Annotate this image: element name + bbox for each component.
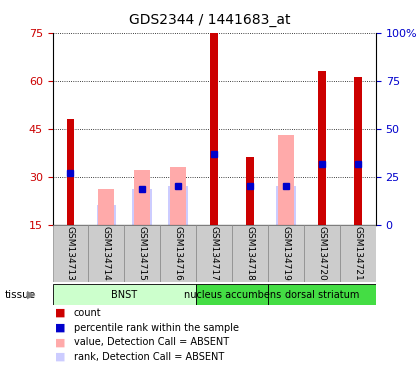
Bar bbox=[268, 284, 376, 305]
Bar bbox=[124, 225, 160, 282]
Bar bbox=[89, 225, 124, 282]
Text: percentile rank within the sample: percentile rank within the sample bbox=[74, 323, 239, 333]
Text: GSM134719: GSM134719 bbox=[281, 227, 291, 281]
Bar bbox=[340, 225, 376, 282]
Text: GSM134714: GSM134714 bbox=[102, 227, 111, 281]
Text: dorsal striatum: dorsal striatum bbox=[285, 290, 359, 300]
Text: GSM134713: GSM134713 bbox=[66, 227, 75, 281]
Bar bbox=[232, 225, 268, 282]
Bar bbox=[304, 225, 340, 282]
Bar bbox=[196, 284, 268, 305]
Bar bbox=[98, 189, 115, 225]
Text: GSM134718: GSM134718 bbox=[246, 227, 255, 281]
Bar bbox=[196, 225, 232, 282]
Bar bbox=[52, 284, 196, 305]
Text: ■: ■ bbox=[55, 337, 65, 347]
Text: GSM134716: GSM134716 bbox=[174, 227, 183, 281]
Text: tissue: tissue bbox=[4, 290, 35, 300]
Text: GSM134715: GSM134715 bbox=[138, 227, 147, 281]
Text: GSM134721: GSM134721 bbox=[354, 227, 362, 281]
Bar bbox=[134, 170, 150, 225]
Text: ■: ■ bbox=[55, 352, 65, 362]
Bar bbox=[132, 189, 152, 225]
Text: GSM134717: GSM134717 bbox=[210, 227, 219, 281]
Text: nucleus accumbens: nucleus accumbens bbox=[184, 290, 281, 300]
Bar bbox=[210, 33, 218, 225]
Text: value, Detection Call = ABSENT: value, Detection Call = ABSENT bbox=[74, 337, 228, 347]
Bar bbox=[278, 135, 294, 225]
Bar bbox=[268, 225, 304, 282]
Text: count: count bbox=[74, 308, 101, 318]
Bar bbox=[318, 71, 326, 225]
Bar bbox=[168, 186, 188, 225]
Bar bbox=[160, 225, 196, 282]
Bar bbox=[97, 205, 116, 225]
Text: GSM134720: GSM134720 bbox=[318, 227, 326, 281]
Text: BNST: BNST bbox=[111, 290, 137, 300]
Text: ■: ■ bbox=[55, 308, 65, 318]
Text: rank, Detection Call = ABSENT: rank, Detection Call = ABSENT bbox=[74, 352, 224, 362]
Bar bbox=[66, 119, 74, 225]
Text: GDS2344 / 1441683_at: GDS2344 / 1441683_at bbox=[129, 13, 291, 27]
Bar bbox=[246, 157, 254, 225]
Bar bbox=[52, 225, 89, 282]
Text: ■: ■ bbox=[55, 323, 65, 333]
Text: ▶: ▶ bbox=[27, 290, 36, 300]
Bar bbox=[354, 78, 362, 225]
Bar bbox=[170, 167, 186, 225]
Bar bbox=[276, 186, 296, 225]
